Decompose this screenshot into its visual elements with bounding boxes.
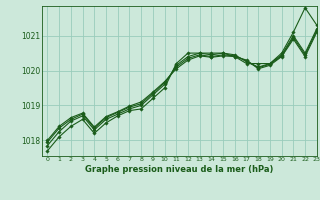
X-axis label: Graphe pression niveau de la mer (hPa): Graphe pression niveau de la mer (hPa) bbox=[85, 165, 273, 174]
